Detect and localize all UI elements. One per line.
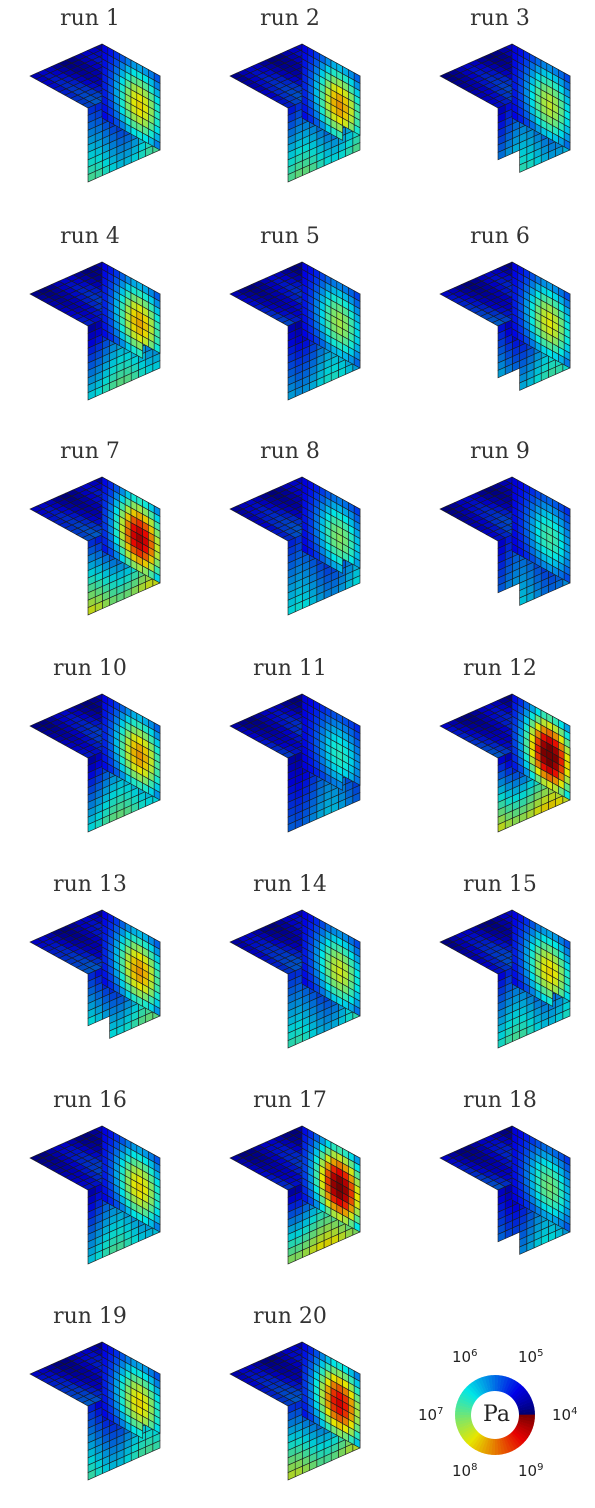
panel-run-14: run 14 [200,866,380,1076]
panel-run-3: run 3 [410,0,590,210]
panel-run-7: run 7 [0,433,180,643]
voxel-block [12,694,172,844]
voxel-block [422,44,582,194]
voxel-block [212,477,372,627]
panel-run-2: run 2 [200,0,380,210]
panel-run-16: run 16 [0,1082,180,1292]
voxel-block [422,910,582,1060]
panel-run-10: run 10 [0,650,180,860]
panel-title: run 1 [0,6,180,31]
panel-title: run 13 [0,872,180,897]
panel-run-13: run 13 [0,866,180,1076]
panel-title: run 12 [410,656,590,681]
panel-run-9: run 9 [410,433,590,643]
panel-title: run 16 [0,1088,180,1113]
voxel-block [12,477,172,627]
panel-title: run 17 [200,1088,380,1113]
panel-run-6: run 6 [410,218,590,428]
panel-title: run 14 [200,872,380,897]
panel-run-15: run 15 [410,866,590,1076]
voxel-block [212,910,372,1060]
panel-run-17: run 17 [200,1082,380,1292]
panel-title: run 9 [410,439,590,464]
voxel-block [12,44,172,194]
panel-title: run 11 [200,656,380,681]
panel-run-8: run 8 [200,433,380,643]
panel-title: run 3 [410,6,590,31]
panel-title: run 6 [410,224,590,249]
voxel-block [212,1126,372,1276]
voxel-block [422,262,582,412]
panel-title: run 15 [410,872,590,897]
voxel-block [422,694,582,844]
panel-run-1: run 1 [0,0,180,210]
voxel-block [12,910,172,1060]
panel-title: run 4 [0,224,180,249]
panel-title: run 8 [200,439,380,464]
voxel-block [12,262,172,412]
panel-run-12: run 12 [410,650,590,860]
panel-run-4: run 4 [0,218,180,428]
voxel-block [12,1126,172,1276]
panel-run-11: run 11 [200,650,380,860]
panel-title: run 10 [0,656,180,681]
panel-title: run 7 [0,439,180,464]
voxel-block [212,262,372,412]
panel-title: run 5 [200,224,380,249]
voxel-block [422,477,582,627]
panel-run-5: run 5 [200,218,380,428]
voxel-block [212,694,372,844]
panel-title: run 2 [200,6,380,31]
voxel-block [212,44,372,194]
